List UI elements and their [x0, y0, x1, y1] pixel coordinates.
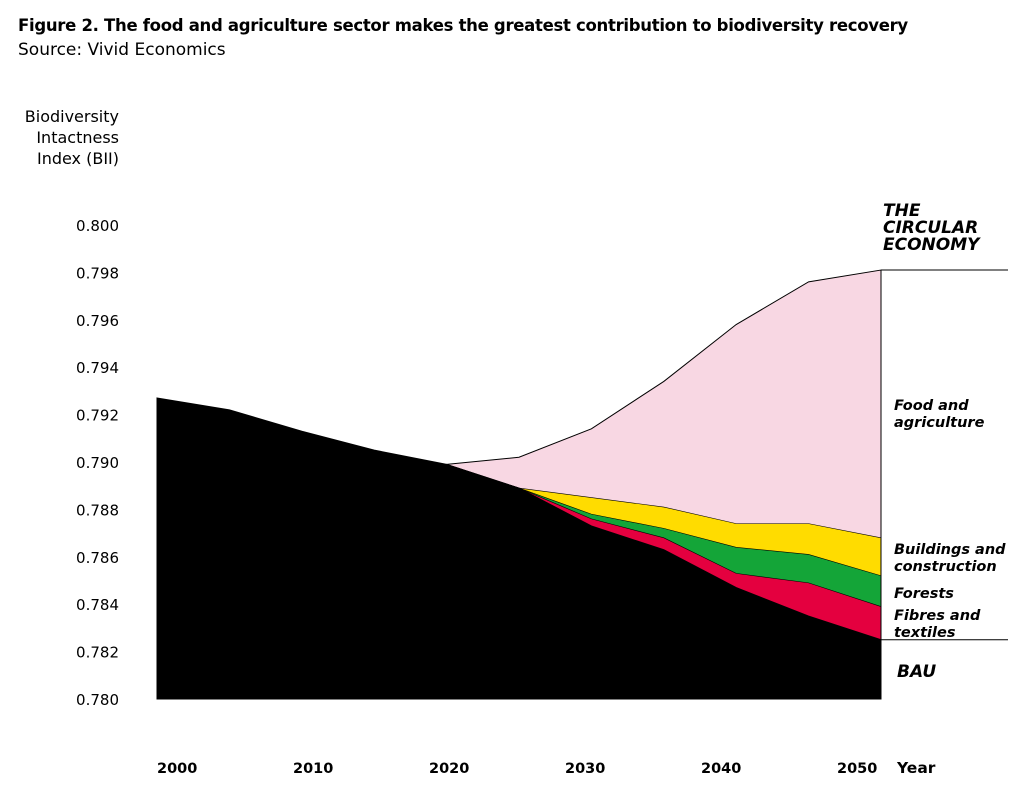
x-tick-label: 2040 — [701, 761, 741, 777]
x-axis-label: Year — [896, 759, 936, 777]
annotation-circular-economy: THE — [883, 201, 921, 221]
y-tick-label: 0.798 — [76, 264, 119, 282]
y-tick-label: 0.782 — [76, 644, 119, 662]
y-axis-label-line2: Intactness — [36, 128, 119, 147]
x-tick-label: 2010 — [293, 761, 333, 777]
x-tick-label: 2000 — [157, 761, 197, 777]
label-buildings-and-construction: construction — [894, 559, 997, 575]
y-tick-label: 0.794 — [76, 359, 119, 377]
label-fibres-and-textiles: textiles — [894, 625, 956, 641]
y-tick-label: 0.786 — [76, 549, 119, 567]
figure-source: Source: Vivid Economics — [18, 40, 226, 60]
y-axis-label-line1: Biodiversity — [25, 107, 119, 126]
label-forests: Forests — [894, 586, 954, 602]
label-bau: BAU — [897, 662, 936, 682]
area-bau — [156, 397, 882, 700]
y-tick-label: 0.796 — [76, 312, 119, 330]
y-tick-label: 0.792 — [76, 407, 119, 425]
y-tick-label: 0.784 — [76, 596, 119, 614]
x-tick-label: 2020 — [429, 761, 469, 777]
label-food-and-agriculture: agriculture — [894, 415, 985, 431]
y-axis-label-line3: Index (BII) — [37, 149, 119, 168]
x-tick-label: 2050 — [837, 761, 877, 777]
figure-title: Figure 2. The food and agriculture secto… — [18, 16, 908, 35]
x-tick-label: 2030 — [565, 761, 605, 777]
y-tick-label: 0.788 — [76, 501, 119, 519]
label-fibres-and-textiles: Fibres and — [894, 608, 981, 624]
label-buildings-and-construction: Buildings and — [894, 542, 1006, 558]
annotation-circular-economy: CIRCULAR — [883, 218, 978, 238]
y-tick-label: 0.790 — [76, 454, 119, 472]
annotation-circular-economy: ECONOMY — [883, 235, 981, 255]
y-tick-label: 0.780 — [76, 691, 119, 709]
label-food-and-agriculture: Food and — [894, 398, 969, 414]
y-tick-label: 0.800 — [76, 217, 119, 235]
